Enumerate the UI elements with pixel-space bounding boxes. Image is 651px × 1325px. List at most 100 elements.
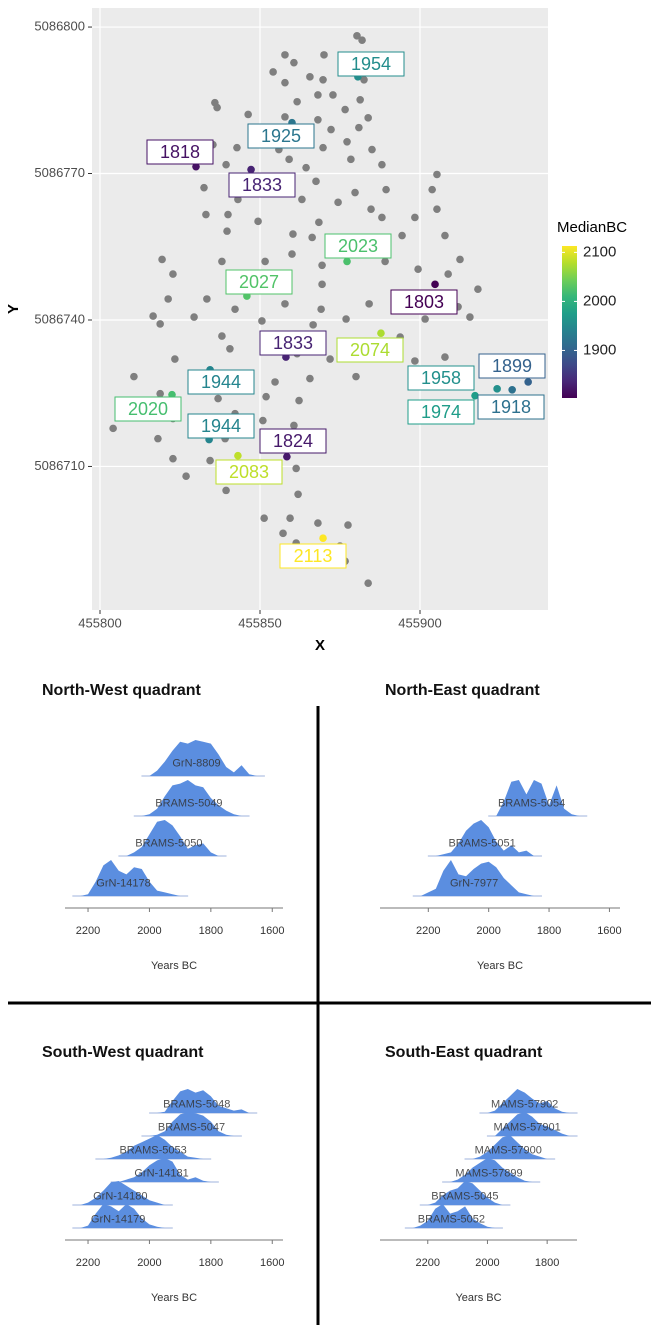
point bbox=[169, 270, 177, 278]
sample-label: MAMS-57899 bbox=[455, 1168, 522, 1180]
point bbox=[343, 137, 351, 146]
point bbox=[365, 300, 373, 308]
point bbox=[411, 213, 419, 222]
density-area bbox=[72, 1089, 273, 1113]
panel-title: South-East quadrant bbox=[385, 1044, 543, 1061]
x-tick-label: 1600 bbox=[597, 925, 621, 937]
point bbox=[341, 105, 349, 114]
x-axis-title: Years BC bbox=[151, 1292, 197, 1304]
x-axis-title: Years BC bbox=[477, 960, 523, 972]
density-area bbox=[72, 820, 273, 856]
point bbox=[254, 217, 262, 226]
point-label: 1824 bbox=[273, 431, 313, 451]
y-axis-title: Y bbox=[5, 304, 22, 314]
y-tick-label: 5086740 bbox=[34, 311, 85, 326]
point bbox=[315, 218, 323, 227]
sample-label: MAMS-57901 bbox=[493, 1122, 560, 1134]
point bbox=[326, 355, 334, 363]
density-area bbox=[72, 1158, 273, 1182]
point bbox=[298, 195, 306, 204]
point-label: 2074 bbox=[350, 340, 390, 360]
point bbox=[244, 110, 252, 119]
point bbox=[200, 183, 208, 192]
point bbox=[334, 198, 342, 207]
x-tick-label: 2200 bbox=[76, 925, 100, 937]
point bbox=[466, 313, 474, 321]
point-label: 2083 bbox=[229, 462, 269, 482]
point bbox=[261, 257, 269, 266]
point bbox=[289, 230, 297, 238]
density-area bbox=[412, 1181, 577, 1205]
labeled-point bbox=[471, 391, 479, 400]
label-box bbox=[225, 269, 293, 295]
point-label: 1918 bbox=[491, 397, 531, 417]
label-box bbox=[478, 353, 546, 379]
y-tick-label: 5086770 bbox=[34, 165, 85, 180]
point bbox=[130, 372, 138, 381]
label-box bbox=[390, 289, 458, 315]
label-box bbox=[477, 394, 545, 420]
label-box bbox=[324, 233, 392, 259]
density-area bbox=[72, 1204, 273, 1228]
point bbox=[308, 233, 316, 242]
point bbox=[218, 257, 226, 266]
point bbox=[223, 227, 231, 235]
x-tick-label: 455850 bbox=[238, 615, 281, 630]
density-area bbox=[72, 1135, 273, 1159]
point bbox=[281, 51, 289, 59]
point bbox=[231, 305, 239, 314]
x-tick-label: 2200 bbox=[76, 1257, 100, 1269]
point bbox=[312, 177, 320, 186]
point-label: 1833 bbox=[273, 333, 313, 353]
point bbox=[259, 416, 267, 425]
point bbox=[293, 97, 301, 106]
point bbox=[226, 344, 234, 353]
point bbox=[285, 155, 293, 164]
point bbox=[164, 295, 172, 303]
label-box bbox=[247, 123, 315, 149]
point bbox=[302, 163, 310, 172]
label-box bbox=[337, 51, 405, 77]
density-area bbox=[413, 860, 610, 896]
labeled-point bbox=[247, 165, 255, 174]
point bbox=[353, 32, 361, 40]
point bbox=[364, 579, 372, 587]
sample-label: MAMS-57900 bbox=[475, 1145, 542, 1157]
point bbox=[154, 434, 162, 443]
sample-label: GrN-7977 bbox=[450, 877, 498, 889]
point-label: 1818 bbox=[160, 142, 200, 162]
sample-label: BRAMS-5053 bbox=[119, 1145, 186, 1157]
sample-label: BRAMS-5050 bbox=[135, 837, 202, 849]
density-area bbox=[72, 780, 273, 816]
sample-label: GrN-14179 bbox=[91, 1214, 145, 1226]
colorbar-tick-label: 2000 bbox=[583, 292, 616, 309]
sample-label: BRAMS-5048 bbox=[163, 1099, 230, 1111]
density-area bbox=[412, 1089, 577, 1113]
point bbox=[158, 255, 166, 264]
point-label: 1954 bbox=[351, 54, 391, 74]
y-tick-label: 5086710 bbox=[34, 458, 85, 473]
sample-label: GrN-8809 bbox=[172, 757, 220, 769]
x-tick-label: 1800 bbox=[199, 1257, 223, 1269]
sample-label: BRAMS-5047 bbox=[158, 1122, 225, 1134]
point bbox=[411, 357, 419, 365]
point bbox=[378, 213, 386, 222]
point-label: 1899 bbox=[492, 356, 532, 376]
point bbox=[378, 160, 386, 169]
point bbox=[368, 145, 376, 154]
point bbox=[190, 313, 198, 321]
label-box bbox=[187, 413, 255, 439]
labeled-point bbox=[524, 378, 532, 386]
point bbox=[352, 372, 360, 381]
point bbox=[318, 261, 326, 270]
x-tick-label: 455800 bbox=[78, 615, 121, 630]
density-area bbox=[412, 1204, 577, 1228]
point bbox=[317, 305, 325, 314]
point bbox=[319, 143, 327, 152]
point bbox=[222, 160, 230, 169]
labeled-point bbox=[493, 385, 501, 393]
label-box bbox=[228, 172, 296, 198]
point bbox=[329, 91, 337, 99]
point bbox=[360, 75, 368, 84]
